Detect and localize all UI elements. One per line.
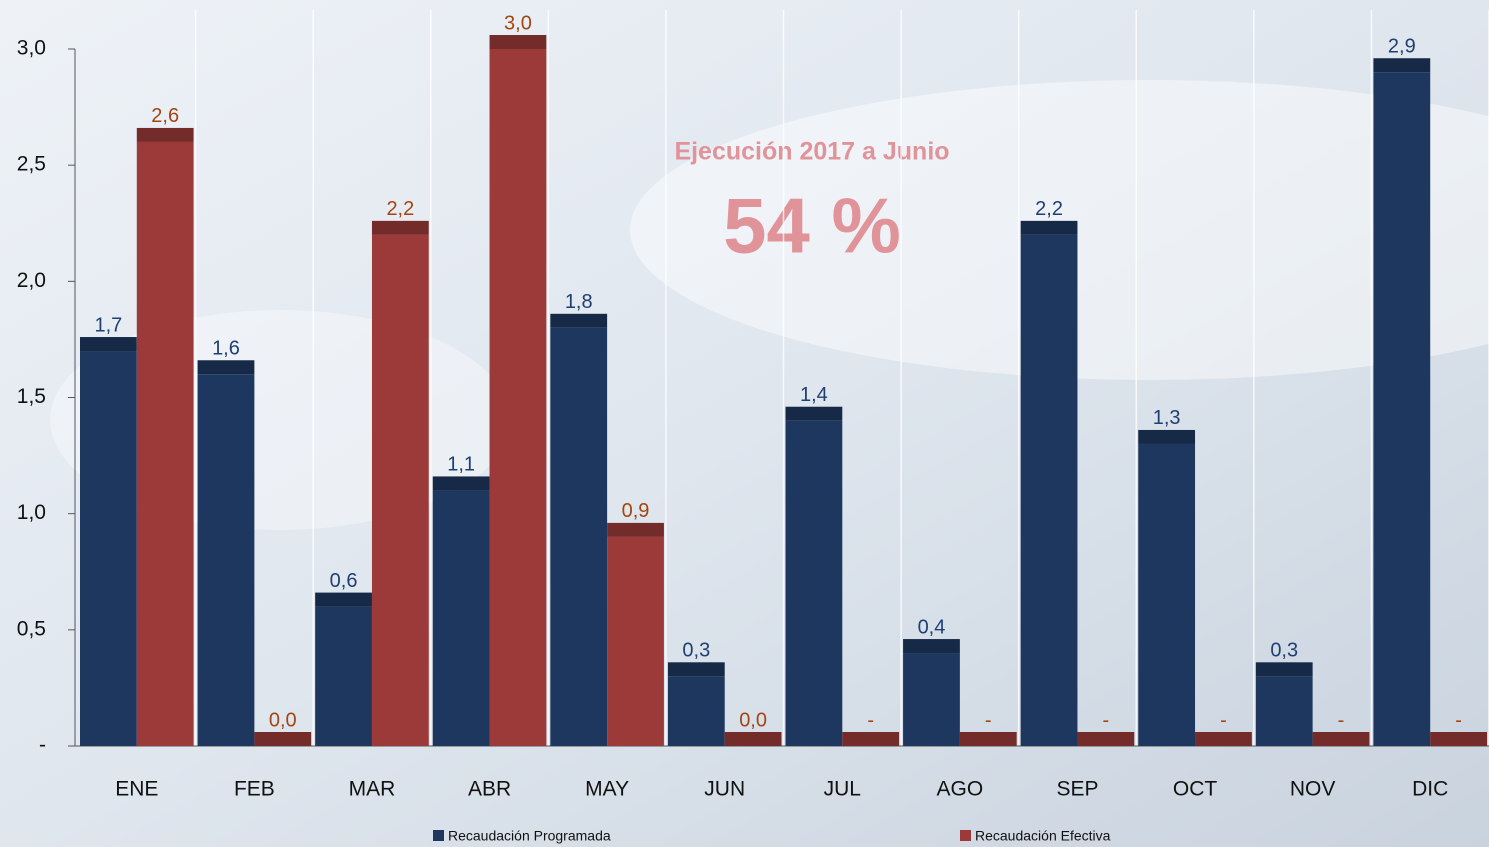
x-tick-label: ENE	[115, 778, 158, 801]
bar	[607, 536, 664, 746]
bar-cap	[489, 35, 547, 49]
bar-cap	[1430, 732, 1487, 746]
bar-cap	[1195, 732, 1252, 746]
y-tick-label: 1,5	[17, 385, 46, 408]
bar-cap	[1312, 732, 1370, 746]
bar-cap	[607, 522, 664, 537]
bar	[432, 490, 490, 746]
bar-cap	[959, 732, 1017, 746]
data-label: 0,3	[1270, 640, 1298, 662]
x-tick-label: NOV	[1290, 778, 1336, 801]
annotation: 54 %	[723, 182, 901, 270]
x-tick-label: DIC	[1412, 778, 1448, 801]
data-label: -	[985, 709, 992, 731]
legend-swatch	[433, 830, 444, 841]
bar-cap	[724, 732, 782, 746]
bar-cap	[785, 406, 843, 421]
bar	[785, 420, 843, 746]
data-label: 2,6	[151, 105, 179, 127]
data-label: 2,2	[386, 198, 414, 220]
bar-cap	[80, 337, 137, 352]
data-label: 0,0	[269, 709, 297, 731]
bar-cap	[136, 127, 194, 142]
legend-swatch	[960, 830, 971, 841]
x-tick-label: MAY	[585, 778, 629, 801]
legend-label: Recaudación Efectiva	[975, 828, 1111, 844]
bar-cap	[903, 639, 960, 654]
data-label: -	[1220, 709, 1227, 731]
bar-cap	[371, 220, 429, 235]
annotation: Ejecución 2017 a Junio	[674, 138, 949, 166]
x-tick-label: JUN	[704, 778, 745, 801]
bar-cap	[315, 592, 372, 607]
x-tick-label: OCT	[1173, 778, 1218, 801]
bar	[1138, 443, 1196, 746]
data-label: 0,6	[330, 570, 358, 592]
bar	[315, 606, 372, 746]
bar-cap	[1138, 429, 1196, 444]
bar-cap	[1373, 58, 1431, 73]
data-label: -	[1455, 709, 1462, 731]
x-tick-label: SEP	[1056, 778, 1098, 801]
data-label: 1,7	[94, 314, 122, 336]
y-tick-label: 2,5	[17, 153, 46, 176]
data-label: 1,4	[800, 384, 828, 406]
bar	[903, 653, 960, 746]
data-label: 2,2	[1035, 198, 1063, 220]
bar	[489, 49, 547, 746]
data-label: 3,0	[504, 12, 532, 34]
y-tick-label: 2,0	[17, 269, 46, 292]
bar-cap	[1255, 662, 1313, 677]
bar	[667, 676, 725, 746]
data-label: 2,9	[1388, 36, 1416, 58]
data-label: -	[1103, 709, 1110, 731]
bar	[80, 351, 137, 746]
x-tick-label: MAR	[349, 778, 396, 801]
bar-cap	[1020, 220, 1078, 235]
bar-cap	[1077, 732, 1135, 746]
x-tick-label: JUL	[824, 778, 861, 801]
data-label: 0,4	[918, 616, 946, 638]
data-label: -	[1338, 709, 1345, 731]
y-tick-label: 3,0	[17, 37, 46, 60]
x-tick-label: ABR	[468, 778, 511, 801]
bar	[1020, 234, 1078, 746]
bar-cap	[197, 360, 255, 375]
y-tick-label: 0,5	[17, 617, 46, 640]
x-tick-label: AGO	[937, 778, 984, 801]
data-label: 1,3	[1153, 407, 1181, 429]
data-label: 1,6	[212, 338, 240, 360]
y-tick-label: 1,0	[17, 501, 46, 524]
bar	[550, 327, 608, 746]
legend-label: Recaudación Programada	[448, 828, 611, 844]
data-label: -	[867, 709, 874, 731]
bar	[371, 234, 429, 746]
bar	[197, 374, 255, 746]
y-tick-label: -	[39, 734, 46, 757]
data-label: 1,1	[447, 454, 475, 476]
data-label: 0,3	[682, 640, 710, 662]
bar-cap	[254, 732, 312, 746]
data-label: 1,8	[565, 291, 593, 313]
bar-cap	[550, 313, 608, 328]
bar	[136, 141, 194, 746]
data-label: 0,9	[622, 500, 650, 522]
data-label: 0,0	[739, 709, 767, 731]
bar	[1255, 676, 1313, 746]
bar-cap	[432, 476, 490, 491]
bar	[1373, 72, 1431, 746]
x-tick-label: FEB	[234, 778, 275, 801]
bar-cap	[667, 662, 725, 677]
bar-cap	[842, 732, 900, 746]
